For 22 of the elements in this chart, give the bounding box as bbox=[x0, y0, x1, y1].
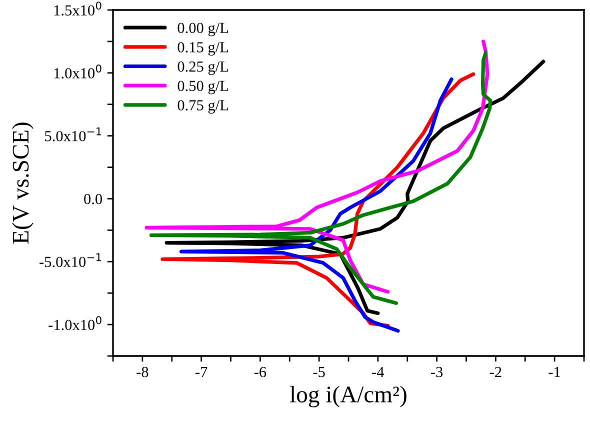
x-tick-label: -5 bbox=[313, 367, 325, 378]
x-tick-label: -1 bbox=[548, 366, 560, 378]
line-series bbox=[179, 77, 454, 333]
y-tick-label: 1.0x10$^{0}$ bbox=[54, 64, 102, 78]
y-tick-label: 5.0x10$^{−1}$ bbox=[45, 127, 102, 142]
y-tick-label: -1.0x10$^{0}$ bbox=[48, 316, 102, 330]
x-tick-label: -3 bbox=[431, 366, 443, 378]
x-tick-label: -6 bbox=[254, 366, 266, 378]
x-axis-title: log i(A/cm²) bbox=[290, 386, 406, 408]
y-axis-title: E(V vs.SCE) bbox=[12, 122, 34, 244]
x-tick-label: -4 bbox=[372, 366, 384, 378]
legend-label: 0.00 g/L bbox=[178, 22, 228, 36]
x-tick-label: -8 bbox=[136, 366, 148, 378]
y-tick-label: -5.0x10$^{−1}$ bbox=[40, 253, 102, 268]
x-tick-label: -2 bbox=[490, 366, 502, 378]
legend-label: 0.50 g/L bbox=[178, 80, 228, 94]
x-tick-label: -7 bbox=[196, 367, 208, 378]
legend-label: 0.15 g/L bbox=[178, 42, 228, 56]
legend-label: 0.75 g/L bbox=[178, 100, 228, 114]
y-tick-label: 1.5x10$^{0}$ bbox=[54, 2, 102, 16]
y-tick-label: 0.0 bbox=[84, 194, 102, 204]
legend-label: 0.25 g/L bbox=[178, 61, 228, 75]
